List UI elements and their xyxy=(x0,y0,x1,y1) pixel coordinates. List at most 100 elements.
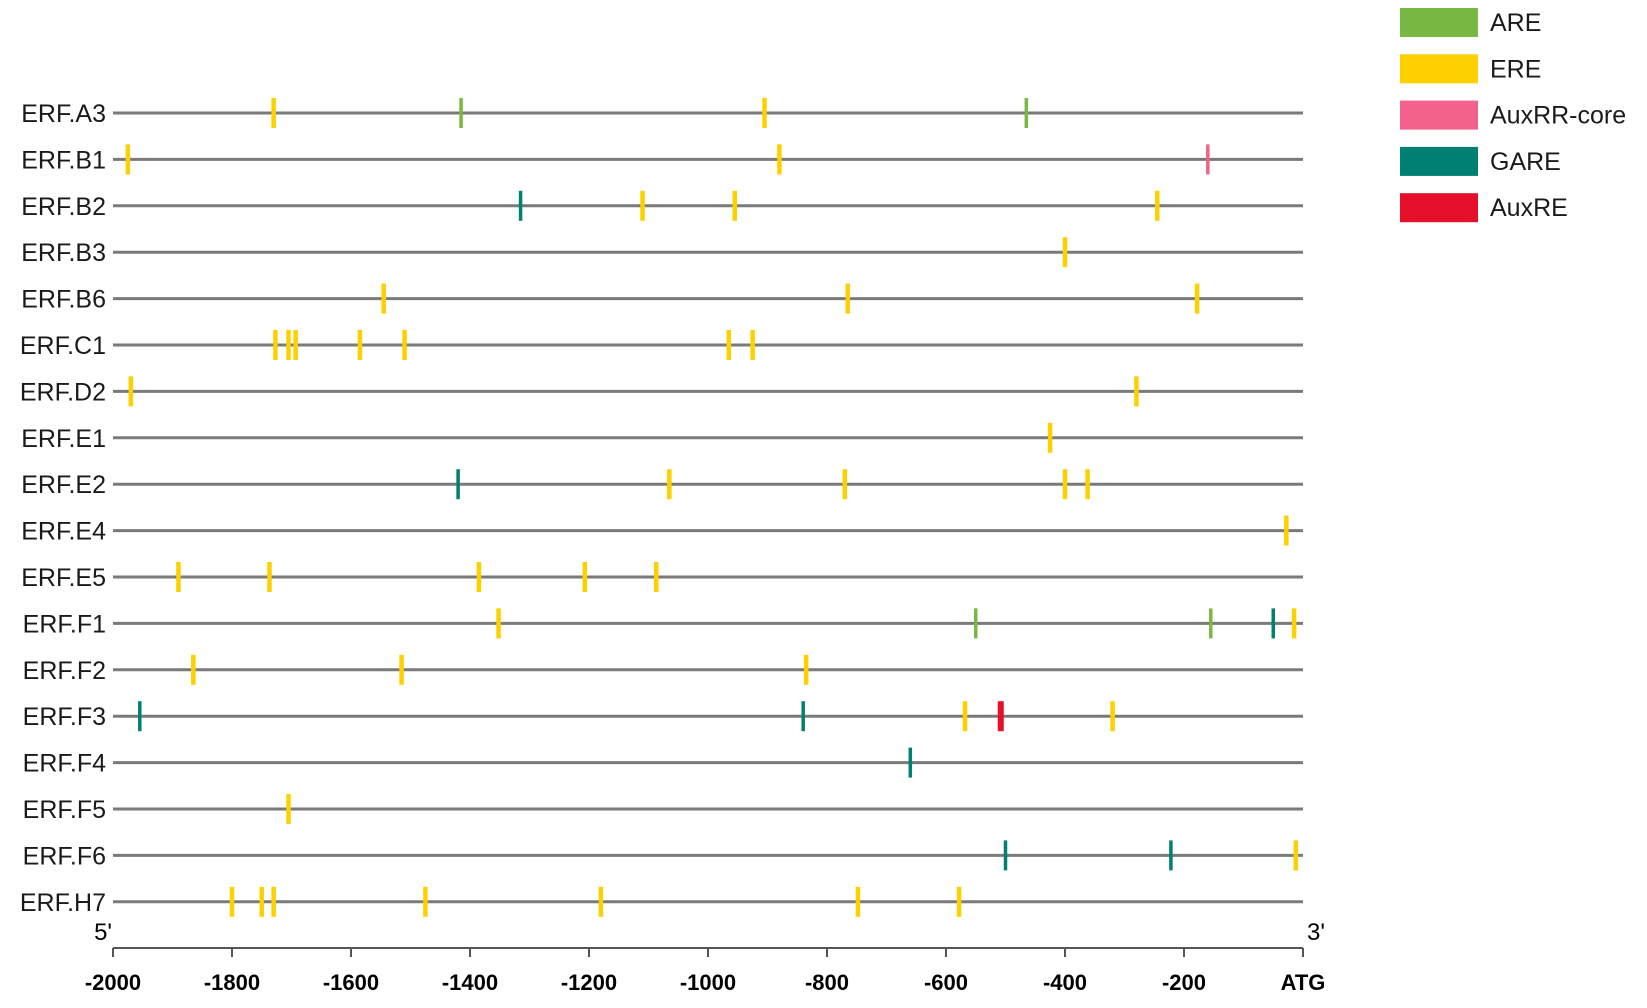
legend-item-auxre: AuxRE xyxy=(1400,193,1568,223)
gene-track: ERF.F6 xyxy=(23,840,1303,871)
element-mark-ere xyxy=(1293,840,1299,871)
element-mark-ere xyxy=(1085,469,1090,500)
legend-label: ARE xyxy=(1490,9,1541,37)
element-mark-ere xyxy=(667,469,672,500)
gene-track: ERF.F2 xyxy=(23,654,1303,685)
gene-label: ERF.C1 xyxy=(20,332,106,360)
element-mark-gare xyxy=(138,701,142,732)
element-mark-ere xyxy=(1062,237,1068,268)
legend-item-auxrr-core: AuxRR-core xyxy=(1400,100,1626,130)
element-mark-ere xyxy=(845,283,851,314)
element-mark-gare xyxy=(1271,608,1275,639)
gene-tracks: ERF.A3 ERF.B1 ERF.B2 ERF.B3 ERF.B6 ERF.C1 ERF.… xyxy=(20,98,1303,917)
gene-label: ERF.A3 xyxy=(21,100,106,128)
element-mark-gare xyxy=(1169,840,1173,871)
gene-track: ERF.B2 xyxy=(21,190,1303,221)
gene-track: ERF.C1 xyxy=(20,330,1303,360)
element-mark-gare xyxy=(518,190,523,221)
legend-label: AuxRR-core xyxy=(1490,102,1626,130)
legend-label: AuxRE xyxy=(1490,194,1568,222)
tick-label: -600 xyxy=(924,970,968,995)
element-mark-ere xyxy=(1194,283,1200,314)
gene-track: ERF.F1 xyxy=(23,608,1303,639)
gene-track: ERF.E5 xyxy=(21,562,1303,592)
legend-label: ERE xyxy=(1490,55,1541,83)
gene-track: ERF.B3 xyxy=(21,237,1303,268)
element-mark-ere xyxy=(402,330,407,360)
gene-track: ERF.B6 xyxy=(21,283,1303,314)
gene-label: ERF.E5 xyxy=(21,564,106,592)
element-mark-ere xyxy=(750,330,755,360)
legend-swatch xyxy=(1400,8,1478,37)
legend-item-gare: GARE xyxy=(1400,146,1561,176)
element-mark-are xyxy=(1209,608,1213,639)
element-mark-ere xyxy=(1284,515,1289,546)
tick-label: -1800 xyxy=(204,970,260,995)
element-mark-ere xyxy=(1062,469,1068,500)
element-mark-ere xyxy=(271,886,276,917)
element-mark-ere xyxy=(1134,376,1139,407)
gene-track: ERF.E1 xyxy=(21,422,1303,453)
gene-label: ERF.D2 xyxy=(20,378,106,406)
element-mark-ere xyxy=(1291,608,1297,639)
tick-label: ATG xyxy=(1281,970,1326,995)
three-prime-label: 3' xyxy=(1307,919,1325,946)
gene-label: ERF.B2 xyxy=(21,193,106,221)
element-mark-ere xyxy=(726,330,732,360)
gene-label: ERF.F4 xyxy=(23,750,106,778)
tick-label: -1200 xyxy=(561,970,617,995)
element-mark-auxre xyxy=(997,701,1004,732)
element-mark-ere xyxy=(293,330,298,360)
tick-label: -1600 xyxy=(323,970,379,995)
legend-swatch xyxy=(1400,100,1478,130)
element-mark-ere xyxy=(125,144,131,175)
gene-label: ERF.F1 xyxy=(23,610,106,638)
element-mark-ere xyxy=(653,562,659,592)
legend-label: GARE xyxy=(1490,148,1561,176)
element-mark-ere xyxy=(128,376,134,407)
gene-label: ERF.H7 xyxy=(20,889,106,917)
tick-label: -2000 xyxy=(85,970,141,995)
element-mark-ere xyxy=(956,886,962,917)
legend: ARE ERE AuxRR-core GARE AuxRE xyxy=(1400,8,1626,223)
gene-label: ERF.B3 xyxy=(21,239,106,267)
element-mark-ere xyxy=(191,654,196,685)
element-mark-ere xyxy=(286,794,291,824)
tick-label: -1000 xyxy=(680,970,736,995)
tick-label: -400 xyxy=(1043,970,1087,995)
element-mark-are xyxy=(459,98,463,128)
element-mark-ere xyxy=(476,562,482,592)
element-mark-ere xyxy=(229,886,235,917)
gene-track: ERF.F3 xyxy=(23,701,1303,732)
gene-label: ERF.F3 xyxy=(23,703,106,731)
gene-track: ERF.H7 xyxy=(20,886,1303,917)
gene-track: ERF.D2 xyxy=(20,376,1303,407)
element-mark-ere xyxy=(267,562,272,592)
element-mark-gare xyxy=(456,469,460,500)
element-mark-gare xyxy=(908,747,913,778)
element-mark-ere xyxy=(732,190,738,221)
gene-label: ERF.F6 xyxy=(23,842,106,870)
element-mark-ere xyxy=(582,562,588,592)
element-mark-ere xyxy=(399,654,404,685)
element-mark-ere xyxy=(286,330,291,360)
element-mark-ere xyxy=(357,330,363,360)
element-mark-ere xyxy=(259,886,264,917)
gene-track: ERF.F4 xyxy=(23,747,1303,778)
element-mark-auxrr-core xyxy=(1206,144,1210,175)
gene-track: ERF.E4 xyxy=(21,515,1303,546)
element-mark-ere xyxy=(423,886,428,917)
gene-label: ERF.F5 xyxy=(23,796,106,824)
gene-track: ERF.B1 xyxy=(21,144,1303,175)
element-mark-ere xyxy=(842,469,848,500)
element-mark-ere xyxy=(496,608,501,639)
element-mark-ere xyxy=(803,654,809,685)
element-mark-ere xyxy=(962,701,968,732)
tick-label: -800 xyxy=(805,970,849,995)
element-mark-ere xyxy=(1110,701,1115,732)
tick-label: -200 xyxy=(1162,970,1206,995)
element-mark-are xyxy=(1024,98,1029,128)
gene-label: ERF.B6 xyxy=(21,286,106,314)
gene-label: ERF.E4 xyxy=(21,518,106,546)
gene-label: ERF.E2 xyxy=(21,471,106,499)
